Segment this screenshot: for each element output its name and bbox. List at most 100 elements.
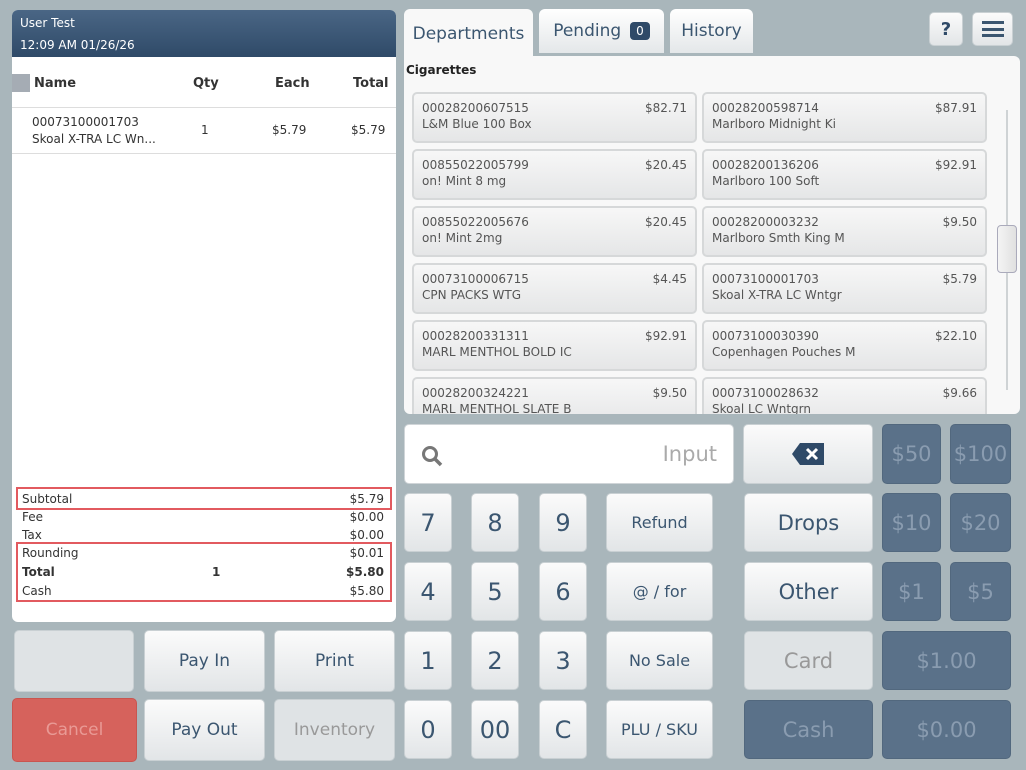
input-field[interactable]: Input [404, 424, 734, 484]
item-each: $5.79 [272, 123, 307, 137]
product-tile[interactable]: 00073100028632 Skoal LC Wntgrn $9.66 [702, 377, 987, 414]
key-b100-button[interactable]: $100 [950, 424, 1011, 484]
blank-button[interactable] [14, 630, 134, 692]
product-name: on! Mint 2mg [422, 231, 503, 245]
key-k00-button[interactable]: 00 [471, 700, 519, 759]
subtotal-label: Subtotal [22, 492, 73, 506]
product-price: $92.91 [645, 329, 687, 343]
product-price: $87.91 [935, 101, 977, 115]
pay-out-button[interactable]: Pay Out [144, 699, 265, 761]
key-k5-button[interactable]: 5 [471, 562, 519, 621]
tax-value: $0.00 [349, 528, 384, 542]
key-k6-button[interactable]: 6 [539, 562, 587, 621]
product-name: Marlboro Smth King M [712, 231, 845, 245]
tab-pending[interactable]: Pending 0 [539, 9, 664, 53]
product-price: $9.50 [942, 215, 977, 229]
tax-label: Tax [22, 528, 42, 542]
col-qty: Qty [193, 76, 219, 91]
key-k2-button[interactable]: 2 [471, 631, 519, 690]
key-k4-button[interactable]: 4 [404, 562, 452, 621]
key-exact0-button[interactable]: $0.00 [882, 700, 1011, 759]
key-b1-button[interactable]: $1 [882, 562, 941, 621]
menu-button[interactable] [972, 12, 1013, 46]
key-k8-button[interactable]: 8 [471, 493, 519, 552]
item-name: Skoal X-TRA LC Wn... [32, 132, 156, 146]
key-k7-button[interactable]: 7 [404, 493, 452, 552]
key-b5-button[interactable]: $5 [950, 562, 1011, 621]
key-card-button[interactable]: Card [744, 631, 873, 690]
tab-history[interactable]: History [670, 9, 753, 53]
product-code: 00028200136206 [712, 158, 819, 172]
key-cash-button[interactable]: Cash [744, 700, 873, 759]
product-tile[interactable]: 00073100030390 Copenhagen Pouches M $22.10 [702, 320, 987, 371]
product-code: 00073100001703 [712, 272, 819, 286]
column-header: Name Qty Each Total [12, 58, 396, 108]
product-tile[interactable]: 00855022005799 on! Mint 8 mg $20.45 [412, 149, 697, 200]
receipt-header: User Test 12:09 AM 01/26/26 [12, 10, 396, 57]
key-b10-button[interactable]: $10 [882, 493, 941, 552]
cancel-button[interactable]: Cancel [12, 698, 137, 762]
department-title: Cigarettes [406, 63, 477, 77]
total-label: Total [22, 565, 55, 579]
datetime: 12:09 AM 01/26/26 [20, 38, 135, 52]
key-k1-button[interactable]: 1 [404, 631, 452, 690]
input-placeholder: Input [662, 442, 717, 466]
pay-in-button[interactable]: Pay In [144, 630, 265, 692]
col-each: Each [275, 76, 310, 91]
backspace-icon [792, 443, 824, 465]
product-code: 00073100030390 [712, 329, 819, 343]
product-tile[interactable]: 00028200598714 Marlboro Midnight Ki $87.91 [702, 92, 987, 143]
product-name: Marlboro Midnight Ki [712, 117, 836, 131]
fee-value: $0.00 [349, 510, 384, 524]
key-b20-button[interactable]: $20 [950, 493, 1011, 552]
tab-departments-label: Departments [412, 24, 525, 44]
product-tile[interactable]: 00028200331311 MARL MENTHOL BOLD IC $92.91 [412, 320, 697, 371]
tab-history-label: History [681, 21, 742, 41]
key-plu-sku-button[interactable]: PLU / SKU [606, 700, 713, 759]
key-no-sale-button[interactable]: No Sale [606, 631, 713, 690]
help-button[interactable]: ? [929, 12, 963, 46]
product-tile[interactable]: 00028200607515 L&M Blue 100 Box $82.71 [412, 92, 697, 143]
product-tile[interactable]: 00073100006715 CPN PACKS WTG $4.45 [412, 263, 697, 314]
product-tile[interactable]: 00028200136206 Marlboro 100 Soft $92.91 [702, 149, 987, 200]
key-kc-button[interactable]: C [539, 700, 587, 759]
total-line: Total 1 $5.80 [18, 563, 390, 581]
backspace-button[interactable] [743, 424, 873, 484]
collapse-handle[interactable] [12, 74, 30, 92]
product-tile[interactable]: 00073100001703 Skoal X-TRA LC Wntgr $5.79 [702, 263, 987, 314]
key-exact1-button[interactable]: $1.00 [882, 631, 1011, 690]
key-k9-button[interactable]: 9 [539, 493, 587, 552]
search-icon [422, 446, 443, 467]
rounding-value: $0.01 [349, 546, 384, 560]
key-k0-button[interactable]: 0 [404, 700, 452, 759]
product-code: 00855022005799 [422, 158, 529, 172]
product-code: 00073100006715 [422, 272, 529, 286]
inventory-button[interactable]: Inventory [274, 699, 395, 761]
key-other-button[interactable]: Other [744, 562, 873, 621]
col-name: Name [34, 76, 77, 91]
key-at-for-button[interactable]: @ / for [606, 562, 713, 621]
table-row[interactable]: 00073100001703 Skoal X-TRA LC Wn... 1 $5… [12, 108, 396, 154]
product-name: L&M Blue 100 Box [422, 117, 532, 131]
product-tile[interactable]: 00028200324221 MARL MENTHOL SLATE B $9.50 [412, 377, 697, 414]
product-name: MARL MENTHOL BOLD IC [422, 345, 572, 359]
product-tile[interactable]: 00855022005676 on! Mint 2mg $20.45 [412, 206, 697, 257]
key-k3-button[interactable]: 3 [539, 631, 587, 690]
product-price: $92.91 [935, 158, 977, 172]
key-refund-button[interactable]: Refund [606, 493, 713, 552]
products-panel: Cigarettes 00028200607515 L&M Blue 100 Bo… [404, 56, 1020, 414]
col-total: Total [353, 76, 389, 91]
scrollbar-thumb[interactable] [997, 225, 1017, 273]
product-price: $22.10 [935, 329, 977, 343]
key-drops-button[interactable]: Drops [744, 493, 873, 552]
tab-departments[interactable]: Departments [404, 9, 533, 59]
product-tile[interactable]: 00028200003232 Marlboro Smth King M $9.50 [702, 206, 987, 257]
subtotal-highlight [16, 487, 392, 510]
key-b50-button[interactable]: $50 [882, 424, 941, 484]
tab-pending-label: Pending [553, 21, 622, 41]
product-name: CPN PACKS WTG [422, 288, 522, 302]
print-button[interactable]: Print [274, 630, 395, 692]
product-price: $20.45 [645, 158, 687, 172]
total-qty: 1 [212, 565, 221, 579]
total-value: $5.80 [346, 565, 384, 579]
